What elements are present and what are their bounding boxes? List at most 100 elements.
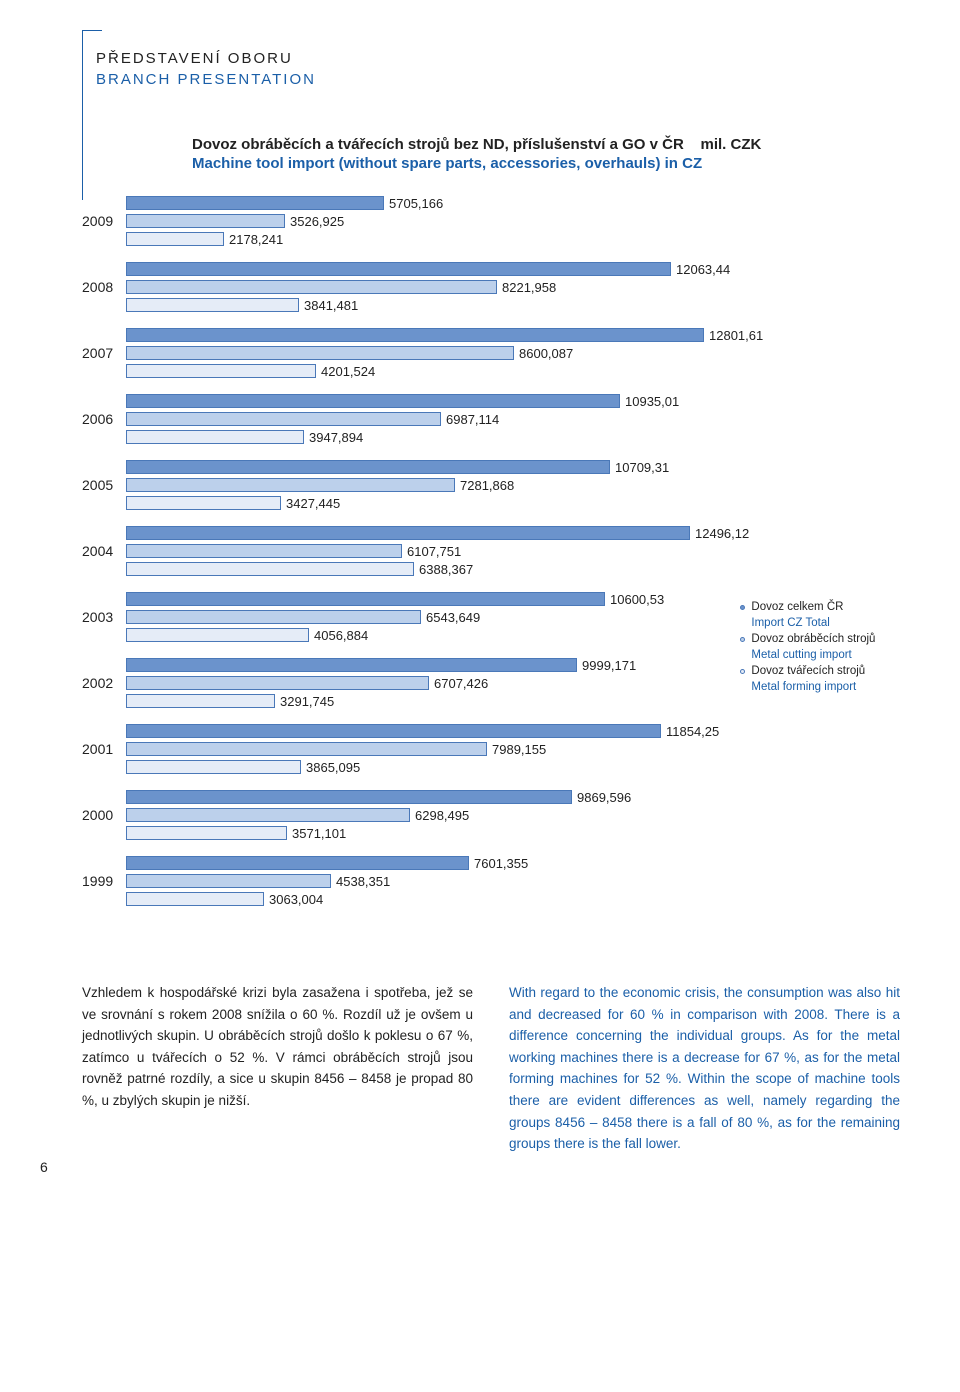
corner-rule [82, 30, 102, 200]
legend-item: Dovoz tvářecích strojůMetal forming impo… [740, 664, 900, 695]
paragraph-cz: Vzhledem k hospodářské krizi byla zasaže… [82, 982, 473, 1155]
bar-row: 20046107,751 [82, 544, 720, 558]
bar-value-label: 3841,481 [304, 298, 358, 313]
bar-row: 20003571,101 [82, 826, 720, 840]
year-label: 2009 [82, 213, 126, 229]
bar-row: 200310600,53 [82, 592, 720, 606]
bar-forming: 3291,745 [126, 694, 275, 708]
page-number: 6 [40, 1159, 48, 1175]
legend-label-cz: Dovoz obráběcích strojů [751, 632, 875, 648]
year-label: 2007 [82, 345, 126, 361]
bar-row: 20092178,241 [82, 232, 720, 246]
bar-value-label: 12496,12 [695, 526, 749, 541]
legend-label-en: Metal forming import [751, 680, 865, 696]
bar-value-label: 9869,596 [577, 790, 631, 805]
year-label: 2002 [82, 675, 126, 691]
bar-row: 19994538,351 [82, 874, 720, 888]
bar-row: 2009 3526,925 [82, 214, 720, 228]
bar-total: 12063,44 [126, 262, 671, 276]
bar-value-label: 2178,241 [229, 232, 283, 247]
chart-title-block: Dovoz obráběcích a tvářecích strojů bez … [192, 136, 900, 172]
bar-value-label: 7281,868 [460, 478, 514, 493]
bar-forming: 6388,367 [126, 562, 414, 576]
legend-label-cz: Dovoz celkem ČR [751, 600, 843, 616]
year-label: 1999 [82, 873, 126, 889]
bar-cutting: 6298,495 [126, 808, 410, 822]
bar-value-label: 3427,445 [286, 496, 340, 511]
legend-label-en: Import CZ Total [751, 616, 843, 632]
bar-row: 20078600,087 [82, 346, 720, 360]
year-group: 200412496,1220046107,75120046388,367 [82, 526, 720, 576]
year-group: 20029999,17120026707,42620023291,745 [82, 658, 720, 708]
bar-total: 10935,01 [126, 394, 620, 408]
bar-row: 20029999,171 [82, 658, 720, 672]
bar-total: 10709,31 [126, 460, 610, 474]
legend-label-en: Metal cutting import [751, 648, 875, 664]
bar-value-label: 3526,925 [290, 214, 344, 229]
bar-row: 20013865,095 [82, 760, 720, 774]
bar-forming: 4201,524 [126, 364, 316, 378]
legend-dot [740, 605, 745, 610]
year-group: 200510709,3120057281,86820053427,445 [82, 460, 720, 510]
bar-row: 19993063,004 [82, 892, 720, 906]
bar-cutting: 7989,155 [126, 742, 487, 756]
chart-title-cz: Dovoz obráběcích a tvářecích strojů bez … [192, 136, 900, 153]
bar-value-label: 6298,495 [415, 808, 469, 823]
bar-row: 200712801,61 [82, 328, 720, 342]
bar-value-label: 7601,355 [474, 856, 528, 871]
legend-dot [740, 637, 745, 642]
bar-value-label: 4201,524 [321, 364, 375, 379]
bar-value-label: 3865,095 [306, 760, 360, 775]
bar-value-label: 12801,61 [709, 328, 763, 343]
bar-value-label: 12063,44 [676, 262, 730, 277]
chart-title-unit: mil. CZK [700, 136, 761, 153]
bar-value-label: 3063,004 [269, 892, 323, 907]
bar-value-label: 10935,01 [625, 394, 679, 409]
year-label: 2005 [82, 477, 126, 493]
bar-forming: 3571,101 [126, 826, 287, 840]
legend-item: Dovoz celkem ČRImport CZ Total [740, 600, 900, 631]
bar-value-label: 9999,171 [582, 658, 636, 673]
year-label: 2000 [82, 807, 126, 823]
bar-cutting: 6107,751 [126, 544, 402, 558]
bar-row: 200610935,01 [82, 394, 720, 408]
bar-row: 20066987,114 [82, 412, 720, 426]
year-label: 2001 [82, 741, 126, 757]
bar-row: 20009869,596 [82, 790, 720, 804]
bar-total: 12496,12 [126, 526, 690, 540]
paragraph-columns: Vzhledem k hospodářské krizi byla zasaže… [82, 982, 900, 1155]
bar-cutting: 7281,868 [126, 478, 455, 492]
bar-row: 200111854,25 [82, 724, 720, 738]
bar-cutting: 8600,087 [126, 346, 514, 360]
bar-total: 5705,166 [126, 196, 384, 210]
bar-value-label: 3571,101 [292, 826, 346, 841]
bar-forming: 3427,445 [126, 496, 281, 510]
bar-value-label: 6388,367 [419, 562, 473, 577]
bar-row: 200812063,44 [82, 262, 720, 276]
bar-row: 20006298,495 [82, 808, 720, 822]
year-group: 200812063,4420088221,95820083841,481 [82, 262, 720, 312]
bar-cutting: 6987,114 [126, 412, 441, 426]
legend-dot [740, 669, 745, 674]
section-header: PŘEDSTAVENÍ OBORU BRANCH PRESENTATION [96, 50, 900, 88]
bar-value-label: 6107,751 [407, 544, 461, 559]
chart-title-cz-text: Dovoz obráběcích a tvářecích strojů bez … [192, 136, 684, 153]
bar-row: 20074201,524 [82, 364, 720, 378]
header-title-cz: PŘEDSTAVENÍ OBORU [96, 50, 900, 67]
bar-row: 20034056,884 [82, 628, 720, 642]
year-label: 2004 [82, 543, 126, 559]
bar-total: 10600,53 [126, 592, 605, 606]
bar-cutting: 8221,958 [126, 280, 497, 294]
bar-row: 20017989,155 [82, 742, 720, 756]
bar-row: 20026707,426 [82, 676, 720, 690]
bar-row: 20063947,894 [82, 430, 720, 444]
bar-row: 20057281,868 [82, 478, 720, 492]
bar-forming: 3865,095 [126, 760, 301, 774]
year-label: 2003 [82, 609, 126, 625]
bar-cutting: 4538,351 [126, 874, 331, 888]
year-group: 20009869,59620006298,49520003571,101 [82, 790, 720, 840]
bar-value-label: 8600,087 [519, 346, 573, 361]
chart-and-legend: 20095705,166 2009 3526,925 20092178,241 2008… [82, 192, 900, 922]
bar-value-label: 3291,745 [280, 694, 334, 709]
bar-value-label: 7989,155 [492, 742, 546, 757]
